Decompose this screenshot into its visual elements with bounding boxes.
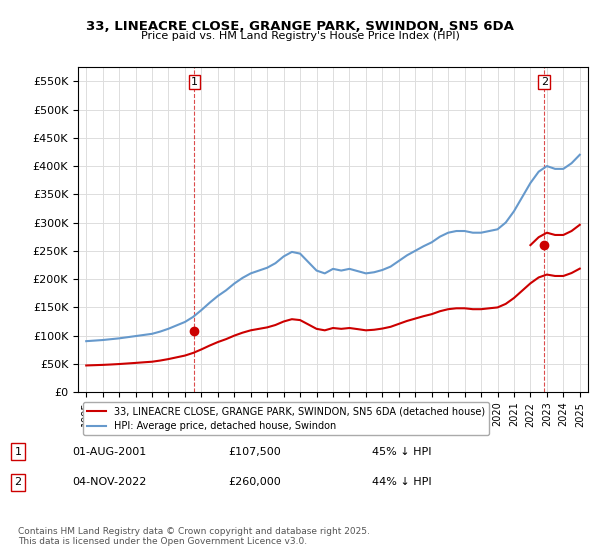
Text: £107,500: £107,500 bbox=[228, 447, 281, 456]
Text: 2: 2 bbox=[541, 77, 548, 87]
Text: 33, LINEACRE CLOSE, GRANGE PARK, SWINDON, SN5 6DA: 33, LINEACRE CLOSE, GRANGE PARK, SWINDON… bbox=[86, 20, 514, 32]
Text: 45% ↓ HPI: 45% ↓ HPI bbox=[372, 447, 431, 456]
Text: Contains HM Land Registry data © Crown copyright and database right 2025.
This d: Contains HM Land Registry data © Crown c… bbox=[18, 526, 370, 546]
Text: 1: 1 bbox=[191, 77, 198, 87]
Text: 2: 2 bbox=[14, 478, 22, 487]
Legend: 33, LINEACRE CLOSE, GRANGE PARK, SWINDON, SN5 6DA (detached house), HPI: Average: 33, LINEACRE CLOSE, GRANGE PARK, SWINDON… bbox=[83, 402, 489, 435]
Text: Price paid vs. HM Land Registry's House Price Index (HPI): Price paid vs. HM Land Registry's House … bbox=[140, 31, 460, 41]
Text: 04-NOV-2022: 04-NOV-2022 bbox=[72, 478, 146, 487]
Text: 1: 1 bbox=[14, 447, 22, 456]
Text: 01-AUG-2001: 01-AUG-2001 bbox=[72, 447, 146, 456]
Text: 44% ↓ HPI: 44% ↓ HPI bbox=[372, 478, 431, 487]
Text: £260,000: £260,000 bbox=[228, 478, 281, 487]
